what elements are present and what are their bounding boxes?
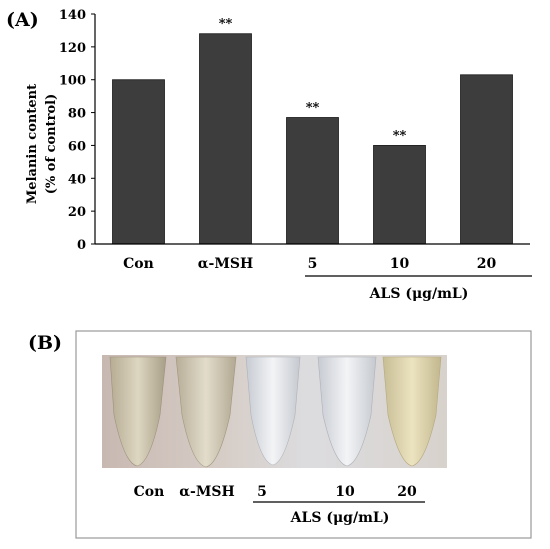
bar-4 [460, 74, 513, 245]
tube-als-5 [245, 356, 301, 466]
x-axis-category-labels: Con α-MSH 5 10 20 [123, 256, 496, 272]
y-tick-label: 80 [68, 107, 86, 122]
y-tick-label: 0 [77, 238, 86, 253]
y-axis-title: Melanin content (% of control) [25, 84, 59, 204]
category-label-3: 10 [390, 256, 410, 272]
tube-als-20 [382, 356, 442, 467]
group-label: ALS (μg/mL) [369, 286, 469, 302]
category-label-1: α-MSH [198, 256, 253, 272]
y-tick-label: 120 [59, 41, 86, 56]
tube-con [109, 356, 167, 467]
bar-2 [286, 117, 339, 245]
y-tick-label: 20 [68, 205, 86, 220]
significance-markers: ** ** ** [219, 17, 407, 144]
tube-als-10 [317, 356, 377, 467]
y-axis-title-line-2: (% of control) [44, 94, 59, 194]
y-tick-label: 100 [59, 74, 86, 89]
tube-label-alpha-msh: α-MSH [179, 484, 234, 500]
tube-group-label: ALS (μg/mL) [290, 510, 390, 526]
y-tick-label: 40 [68, 172, 86, 187]
panel-b-label: (B) [28, 332, 62, 354]
category-label-2: 5 [308, 256, 318, 272]
y-axis-ticks: 0 20 40 60 80 100 120 140 [59, 8, 95, 253]
y-tick-label: 140 [59, 8, 86, 23]
y-axis-title-line-1: Melanin content [25, 84, 40, 204]
significance-marker: ** [306, 101, 320, 116]
category-label-4: 20 [477, 256, 497, 272]
tube-label-5: 5 [257, 484, 267, 500]
category-label-0: Con [123, 256, 154, 272]
significance-marker: ** [393, 128, 407, 143]
bar-0 [112, 79, 165, 245]
tube-label-con: Con [134, 484, 165, 500]
tube-label-10: 10 [335, 484, 355, 500]
tube-photo [102, 355, 447, 468]
bars [112, 33, 513, 245]
bar-3 [373, 145, 426, 245]
significance-marker: ** [219, 17, 233, 32]
panel-a-label: (A) [6, 9, 39, 31]
bar-1 [199, 33, 252, 245]
tube-alpha-msh [175, 356, 237, 468]
y-tick-label: 60 [68, 139, 86, 154]
tube-label-20: 20 [397, 484, 417, 500]
